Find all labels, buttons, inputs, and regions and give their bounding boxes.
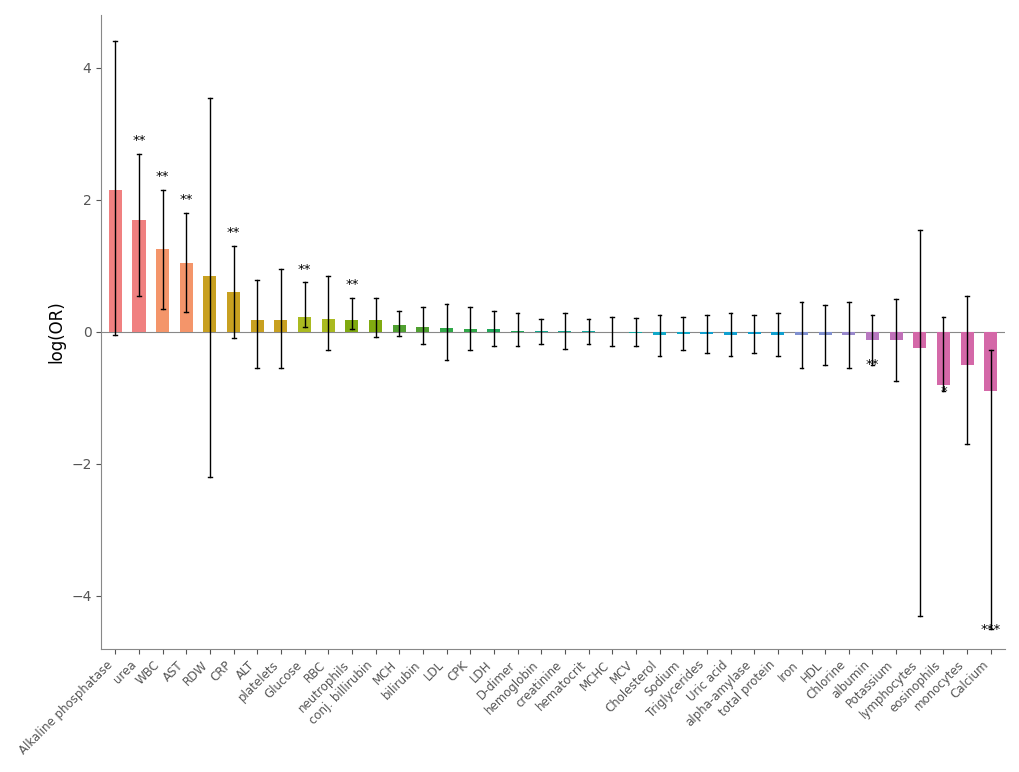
- Bar: [132, 220, 146, 332]
- Text: **: **: [179, 194, 193, 206]
- Bar: [416, 327, 429, 332]
- Y-axis label: log(OR): log(OR): [48, 300, 65, 364]
- Bar: [747, 332, 760, 334]
- Text: **: **: [344, 278, 359, 291]
- Text: **: **: [226, 226, 240, 239]
- Bar: [842, 332, 855, 335]
- Bar: [321, 319, 334, 332]
- Bar: [369, 320, 382, 332]
- Bar: [298, 317, 311, 332]
- Bar: [936, 332, 949, 384]
- Text: ***: ***: [979, 622, 1000, 635]
- Text: **: **: [298, 262, 311, 276]
- Text: *: *: [940, 385, 946, 398]
- Bar: [723, 332, 737, 334]
- Bar: [464, 329, 476, 332]
- Text: **: **: [132, 134, 146, 147]
- Bar: [109, 190, 121, 332]
- Text: **: **: [865, 358, 878, 371]
- Bar: [676, 332, 689, 334]
- Bar: [770, 332, 784, 334]
- Bar: [700, 332, 712, 334]
- Bar: [156, 249, 169, 332]
- Bar: [794, 332, 807, 335]
- Bar: [818, 332, 830, 335]
- Bar: [511, 330, 524, 332]
- Bar: [652, 332, 665, 335]
- Bar: [912, 332, 925, 348]
- Bar: [889, 332, 902, 340]
- Bar: [203, 276, 216, 332]
- Bar: [487, 329, 500, 332]
- Bar: [345, 320, 358, 332]
- Bar: [227, 293, 239, 332]
- Bar: [179, 262, 193, 332]
- Bar: [251, 320, 264, 332]
- Text: **: **: [156, 171, 169, 183]
- Bar: [274, 320, 287, 332]
- Bar: [983, 332, 997, 391]
- Bar: [865, 332, 878, 340]
- Bar: [439, 328, 452, 332]
- Bar: [392, 325, 406, 332]
- Bar: [960, 332, 973, 365]
